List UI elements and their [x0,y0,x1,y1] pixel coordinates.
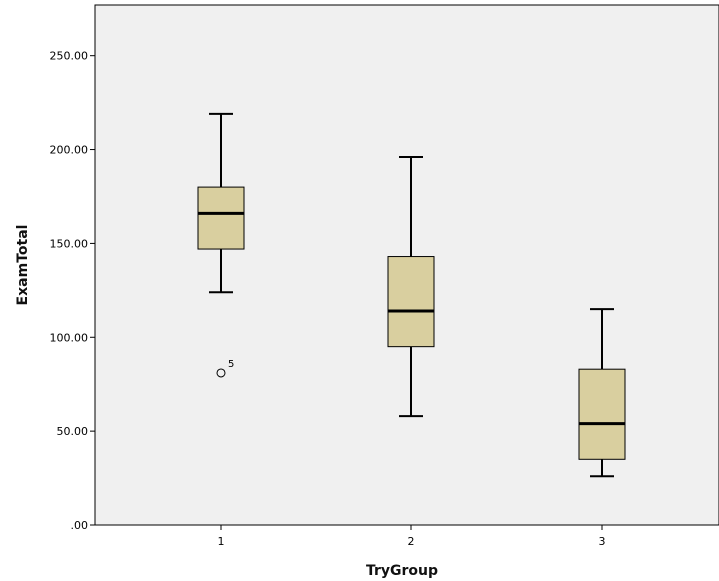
outlier-label: 5 [228,359,234,370]
y-axis-title: ExamTotal [15,225,31,306]
box-group-2 [387,156,435,418]
y-tick-label: 200.00 [50,144,89,157]
box-group-1 [197,112,245,294]
box-iqr [578,368,626,460]
x-tick-label: 2 [408,535,415,548]
y-tick-label: .00 [71,519,89,532]
x-tick-label: 1 [218,535,225,548]
y-tick-label: 250.00 [50,50,89,63]
x-axis-title: TryGroup [366,563,438,579]
y-tick-label: 100.00 [50,331,89,344]
box-iqr [387,256,435,348]
box-iqr [197,186,245,250]
box-group-3 [578,308,626,478]
x-tick-label: 3 [599,535,606,548]
outlier-point [216,368,226,378]
y-tick-label: 50.00 [57,425,89,438]
y-tick-label: 150.00 [50,237,89,250]
